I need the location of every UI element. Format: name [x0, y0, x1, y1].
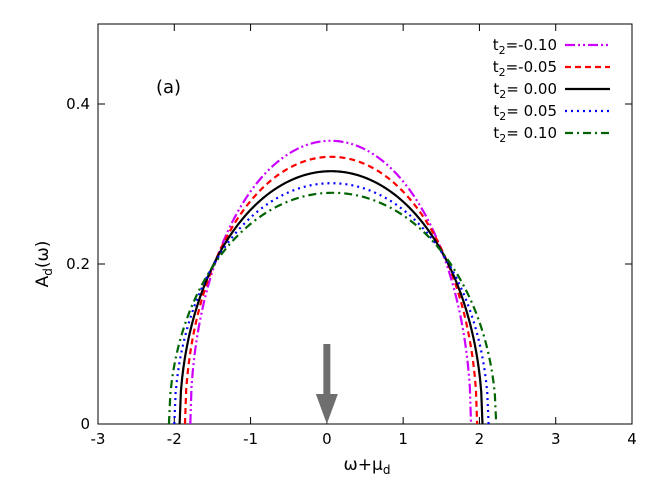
- x-tick-label: 2: [475, 430, 485, 448]
- x-tick-label: -2: [167, 430, 182, 448]
- series-line-3: [173, 182, 490, 425]
- legend-label-4: t2= 0.10: [493, 124, 557, 145]
- x-tick-label: 4: [627, 430, 637, 448]
- series-line-2: [178, 170, 484, 425]
- x-tick-label: -1: [243, 430, 258, 448]
- series-line-0: [189, 139, 473, 425]
- arrow-head: [315, 394, 338, 424]
- panel-label: (a): [156, 77, 181, 98]
- y-axis-label: Ad(ω): [33, 241, 55, 288]
- legend-label-0: t2=-0.10: [493, 36, 557, 57]
- x-tick-label: -3: [91, 430, 106, 448]
- plot-frame: [97, 23, 633, 425]
- x-axis-label: ω+μd: [344, 455, 391, 477]
- x-tick-label: 1: [398, 430, 408, 448]
- x-tick-label: 3: [551, 430, 561, 448]
- series-line-4: [167, 191, 498, 425]
- legend-label-3: t2= 0.05: [493, 102, 557, 123]
- x-tick-label: 0: [322, 430, 332, 448]
- y-tick-label: 0.4: [66, 95, 90, 113]
- series-line-1: [183, 155, 479, 425]
- legend-label-2: t2= 0.00: [493, 80, 557, 101]
- legend-label-1: t2=-0.05: [493, 58, 557, 79]
- y-tick-label: 0: [80, 415, 90, 433]
- y-tick-label: 0.2: [66, 255, 90, 273]
